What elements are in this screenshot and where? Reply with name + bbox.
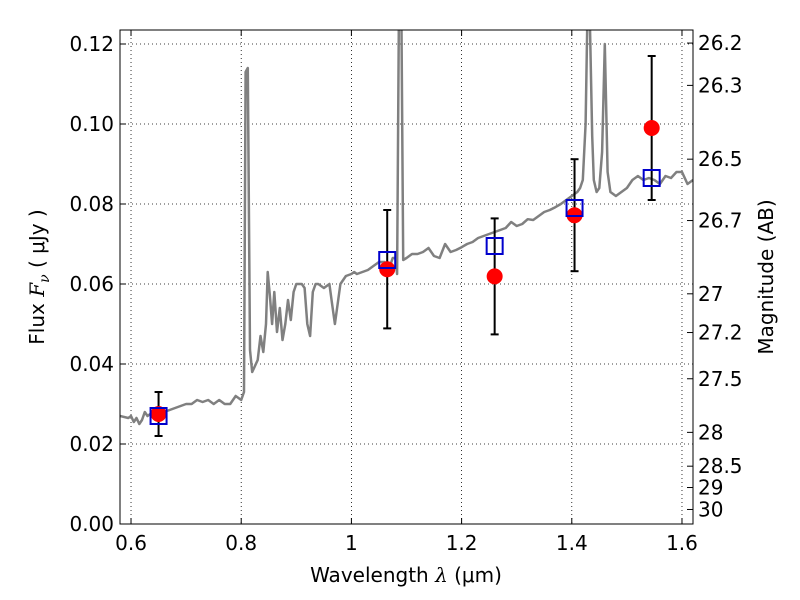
mag-tick-label: 27.5 (698, 367, 743, 391)
y-tick-label: 0.02 (69, 432, 114, 456)
mag-tick-label: 28 (698, 420, 723, 444)
x-tick-label: 1.2 (446, 531, 478, 555)
x-tick-label: 1 (345, 531, 358, 555)
mag-tick-label: 30 (698, 497, 723, 521)
plot-frame (119, 29, 694, 525)
y-tick-label: 0.06 (69, 272, 114, 296)
errorbar-layer (154, 55, 656, 437)
y-tick-label: 0.00 (69, 512, 114, 536)
mag-tick-label: 26.2 (698, 31, 743, 55)
observed-point (486, 268, 503, 285)
mag-tick-label: 26.3 (698, 73, 743, 97)
observed-point (379, 261, 396, 278)
observed-point (643, 120, 660, 136)
y-tick-label: 0.08 (69, 192, 114, 216)
model-point (565, 199, 584, 217)
y-tick-label: 0.12 (69, 32, 114, 56)
mag-tick-label: 29 (698, 476, 723, 500)
mag-tick-label: 28.5 (698, 454, 743, 478)
y2-axis-label: Magnitude (AB) (754, 199, 778, 354)
tick-layer: 0.6 0.8 1 1.2 1.4 1.6 0.00 0.02 0.04 0.06 0.08 0.10… (69, 30, 743, 555)
x-tick-label: 1.4 (556, 531, 588, 555)
observed-points-layer (150, 120, 660, 422)
model-point (485, 237, 504, 255)
x-tick-label: 1.6 (666, 531, 698, 555)
mag-tick-label: 26.7 (698, 209, 743, 233)
model-points-layer (149, 169, 661, 425)
y-tick-label: 0.10 (69, 112, 114, 136)
mag-tick-label: 27.2 (698, 321, 743, 345)
model-point (149, 407, 168, 425)
mag-tick-label: 26.5 (698, 147, 743, 171)
x-tick-label: 0.8 (225, 531, 257, 555)
model-point (378, 251, 397, 269)
model-point (642, 169, 661, 187)
spectrum-layer (120, 30, 693, 426)
mag-tick-label: 27 (698, 282, 723, 306)
y-axis-label: Flux Fν ( μJy ) (25, 209, 53, 344)
spectrum-line (120, 30, 693, 426)
x-tick-label: 0.6 (115, 531, 147, 555)
y-tick-label: 0.04 (69, 352, 114, 376)
x-axis-label: Wavelength λ (μm) (310, 563, 502, 587)
